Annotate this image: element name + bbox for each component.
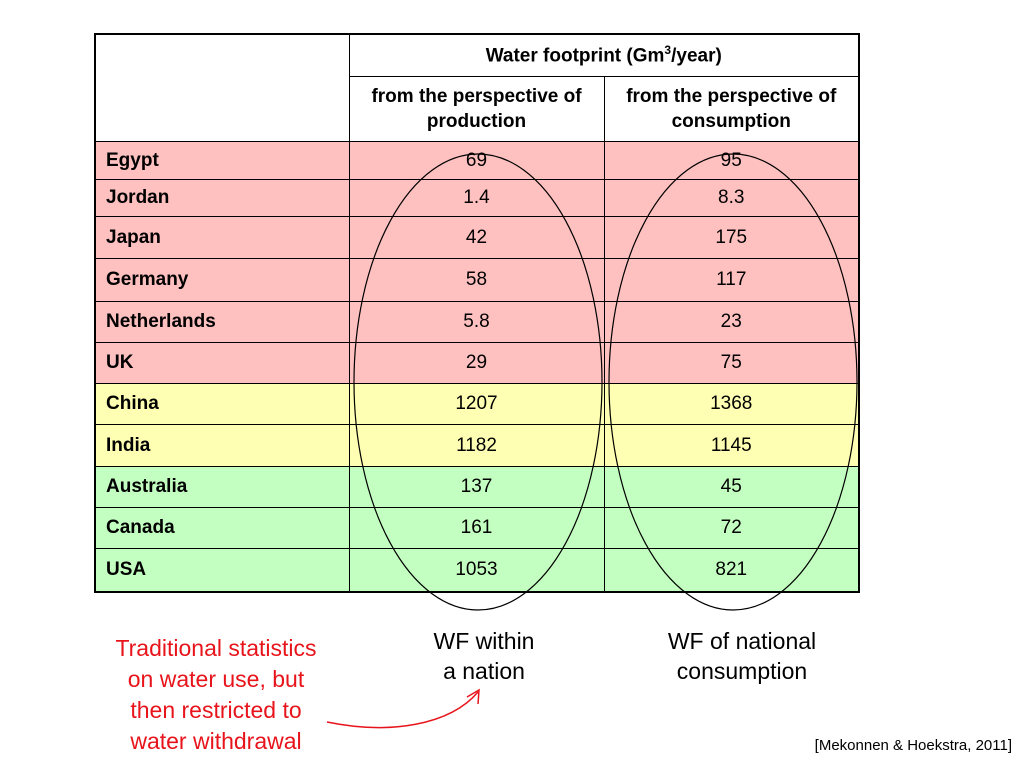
consumption-cell: 75 [603,342,860,384]
table-row: Germany 58 117 [94,258,860,302]
note-line: then restricted to [130,697,302,723]
header-superscript: 3 [664,43,672,58]
caption-line: WF within [433,628,535,654]
country-cell: Jordan [94,179,350,217]
caption-line: a nation [443,658,525,684]
country-cell: China [94,383,350,425]
table-row: Egypt 69 95 [94,141,860,180]
production-cell: 42 [348,216,605,259]
production-cell: 137 [348,466,605,508]
production-cell: 69 [348,141,605,180]
consumption-cell: 8.3 [603,179,860,217]
header-main-text: Water footprint (Gm [485,45,665,67]
citation: [Mekonnen & Hoekstra, 2011] [814,737,1012,754]
production-cell: 29 [348,342,605,384]
country-cell: Australia [94,466,350,508]
red-arrow-head [466,688,480,705]
country-cell: India [94,424,350,467]
wf-national-consumption-caption: WF of national consumption [630,626,854,686]
empty-corner-cell [94,33,350,142]
production-cell: 161 [348,507,605,549]
table-row: USA 1053 821 [94,548,860,592]
note-line: on water use, but [127,666,305,692]
table-row: Canada 161 72 [94,507,860,549]
water-footprint-header: Water footprint (Gm3/year) [348,33,860,77]
production-cell: 1182 [348,424,605,467]
table-row: Australia 137 45 [94,466,860,508]
caption-line: WF of national [667,628,817,654]
consumption-perspective-header: from the perspective of consumption [603,76,860,142]
table-row: UK 29 75 [94,342,860,384]
country-cell: Japan [94,216,350,259]
country-cell: Netherlands [94,301,350,343]
consumption-cell: 1368 [603,383,860,425]
table-body: Egypt 69 95 Jordan 1.4 8.3 Japan 42 175 Germany 58… [94,141,860,592]
consumption-cell: 45 [603,466,860,508]
caption-line: consumption [676,658,808,684]
water-footprint-table: Water footprint (Gm3/year) from the pers… [94,33,860,593]
consumption-cell: 23 [603,301,860,343]
country-cell: Germany [94,258,350,302]
red-arrow-curve [326,691,479,729]
traditional-statistics-note: Traditional statistics on water use, but… [96,633,336,757]
table-header-row: Water footprint (Gm3/year) [94,33,860,142]
table-row: Netherlands 5.8 23 [94,301,860,343]
consumption-cell: 821 [603,548,860,592]
production-cell: 5.8 [348,301,605,343]
table-row: India 1182 1145 [94,424,860,467]
table-row: Japan 42 175 [94,216,860,259]
country-cell: USA [94,548,350,592]
consumption-cell: 117 [603,258,860,302]
production-cell: 1.4 [348,179,605,217]
country-cell: UK [94,342,350,384]
table-row: Jordan 1.4 8.3 [94,179,860,217]
header-tail-text: /year) [671,45,722,67]
production-cell: 1207 [348,383,605,425]
note-line: Traditional statistics [115,635,317,661]
production-cell: 1053 [348,548,605,592]
consumption-cell: 95 [603,141,860,180]
country-cell: Canada [94,507,350,549]
country-cell: Egypt [94,141,350,180]
consumption-cell: 1145 [603,424,860,467]
table-subheader-row: from the perspective of production from … [95,76,860,142]
note-line: water withdrawal [130,728,302,754]
table-row: China 1207 1368 [94,383,860,425]
production-cell: 58 [348,258,605,302]
wf-within-nation-caption: WF within a nation [404,626,564,686]
production-perspective-header: from the perspective of production [348,76,605,142]
consumption-cell: 72 [603,507,860,549]
consumption-cell: 175 [603,216,860,259]
